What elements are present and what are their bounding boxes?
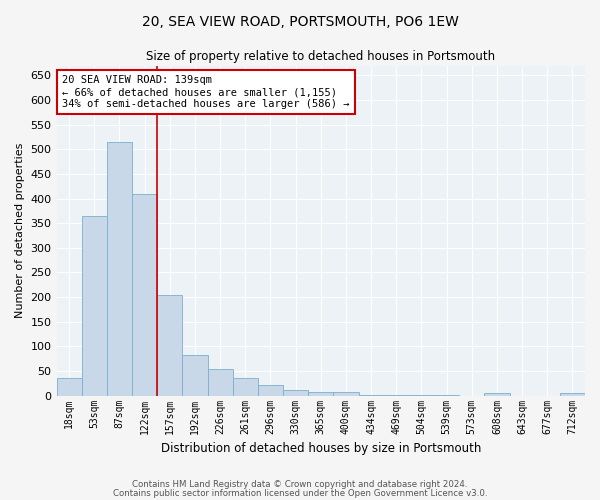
- Bar: [157, 294, 182, 396]
- Bar: [383, 394, 409, 396]
- Text: 20 SEA VIEW ROAD: 139sqm
← 66% of detached houses are smaller (1,155)
34% of sem: 20 SEA VIEW ROAD: 139sqm ← 66% of detach…: [62, 76, 349, 108]
- Bar: [208, 368, 233, 396]
- Bar: [258, 385, 283, 396]
- Bar: [233, 378, 258, 396]
- Bar: [56, 378, 82, 396]
- Y-axis label: Number of detached properties: Number of detached properties: [15, 143, 25, 318]
- Bar: [484, 393, 509, 396]
- Text: 20, SEA VIEW ROAD, PORTSMOUTH, PO6 1EW: 20, SEA VIEW ROAD, PORTSMOUTH, PO6 1EW: [142, 15, 458, 29]
- Bar: [560, 393, 585, 396]
- Bar: [132, 194, 157, 396]
- Bar: [359, 394, 383, 396]
- Bar: [107, 142, 132, 396]
- X-axis label: Distribution of detached houses by size in Portsmouth: Distribution of detached houses by size …: [161, 442, 481, 455]
- Bar: [308, 392, 334, 396]
- Title: Size of property relative to detached houses in Portsmouth: Size of property relative to detached ho…: [146, 50, 496, 63]
- Bar: [182, 355, 208, 396]
- Bar: [283, 390, 308, 396]
- Bar: [334, 392, 359, 396]
- Text: Contains HM Land Registry data © Crown copyright and database right 2024.: Contains HM Land Registry data © Crown c…: [132, 480, 468, 489]
- Bar: [82, 216, 107, 396]
- Text: Contains public sector information licensed under the Open Government Licence v3: Contains public sector information licen…: [113, 488, 487, 498]
